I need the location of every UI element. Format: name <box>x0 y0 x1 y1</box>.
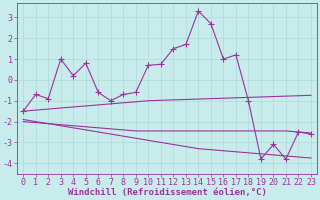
X-axis label: Windchill (Refroidissement éolien,°C): Windchill (Refroidissement éolien,°C) <box>68 188 267 197</box>
